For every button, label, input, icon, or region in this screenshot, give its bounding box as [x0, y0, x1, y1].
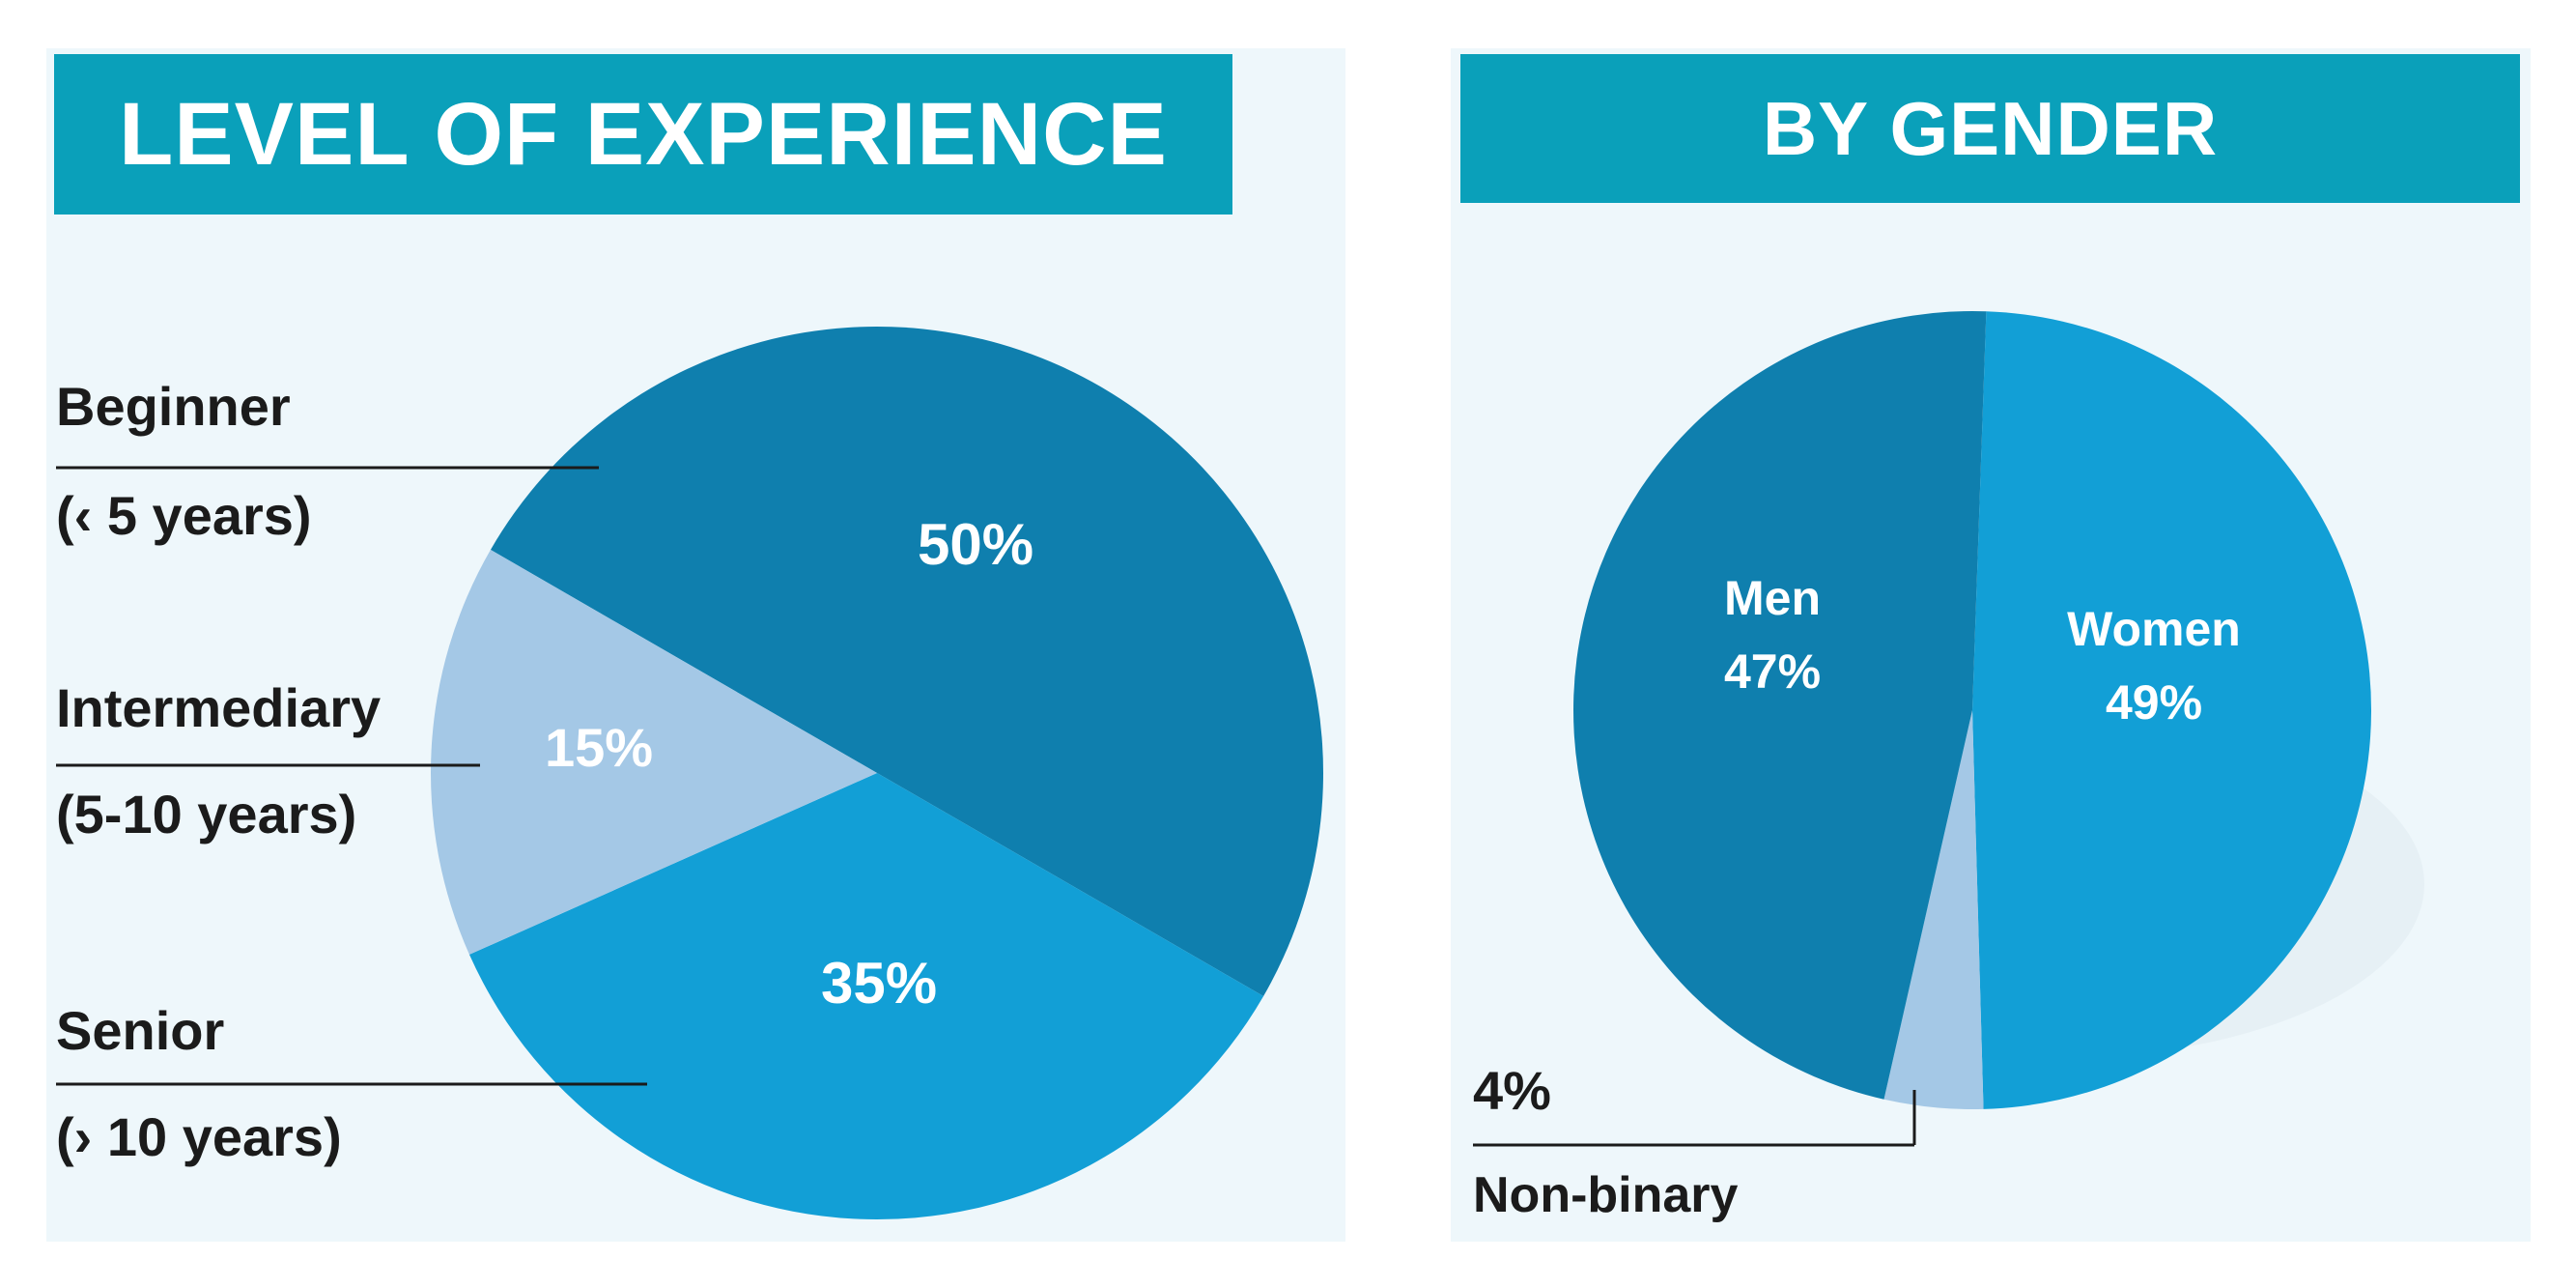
gender-pie — [1572, 310, 2372, 1109]
gender-slice-non-binary — [1883, 710, 1984, 1109]
legend-beginner-sublabel: (‹ 5 years) — [56, 485, 312, 546]
legend-intermediary-sublabel: (5-10 years) — [56, 784, 356, 844]
gender-slice-women — [1972, 311, 2372, 1109]
experience-slice-intermediary — [431, 550, 877, 955]
value-label-nonbinary: 4% — [1473, 1060, 1551, 1121]
experience-pie — [431, 327, 1324, 1219]
slice-label-women: Women — [2067, 602, 2241, 656]
value-label-beginner: 50% — [918, 512, 1033, 577]
value-label-women: 49% — [2106, 675, 2202, 730]
legend-beginner-label: Beginner — [56, 376, 291, 437]
legend-nonbinary-label: Non-binary — [1473, 1167, 1739, 1223]
value-label-intermediary: 15% — [545, 717, 653, 778]
experience-title: LEVEL OF EXPERIENCE — [54, 54, 1232, 215]
value-label-men: 47% — [1724, 644, 1821, 699]
value-label-senior: 35% — [821, 951, 937, 1016]
legend-intermediary-label: Intermediary — [56, 677, 381, 738]
slice-label-men: Men — [1724, 571, 1821, 625]
gender-slice-men — [1572, 310, 1987, 1100]
experience-slice-senior — [468, 773, 1264, 1219]
experience-slice-beginner — [490, 327, 1324, 996]
legend-senior-sublabel: (› 10 years) — [56, 1106, 342, 1167]
legend-senior-label: Senior — [56, 1000, 224, 1061]
gender-title: BY GENDER — [1460, 54, 2520, 203]
